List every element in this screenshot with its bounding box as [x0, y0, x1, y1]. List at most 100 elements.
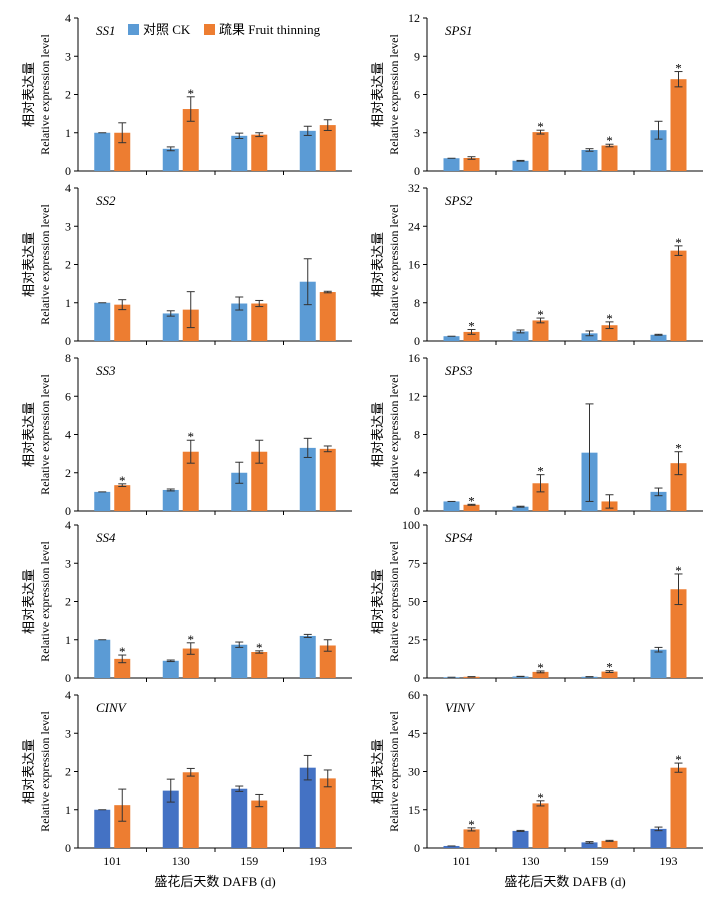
y-tick-label: 4 — [414, 466, 420, 480]
legend-swatch-thinning — [204, 24, 215, 35]
y-tick-label: 4 — [65, 428, 71, 442]
y-tick-label: 8 — [65, 351, 71, 365]
y-tick-label: 4 — [65, 11, 71, 25]
bar-ck-159 — [581, 149, 598, 171]
significance-mark: * — [537, 119, 544, 134]
bar-thinning-101 — [463, 504, 480, 511]
bar-thinning-193 — [319, 125, 336, 171]
panel-sps3: 0 4 8 12 16 相对表达量 Relative expression level SPS… — [370, 351, 703, 518]
bar-thinning-193 — [670, 250, 687, 341]
x-axis-label: 盛花后天数 DAFB (d) — [504, 874, 625, 889]
bar-thinning-159 — [251, 303, 268, 341]
y-axis-label-cn: 相对表达量 — [370, 232, 385, 297]
significance-mark: * — [606, 660, 613, 675]
significance-mark: * — [675, 441, 682, 456]
significance-mark: * — [537, 660, 544, 675]
bar-thinning-193 — [670, 79, 687, 171]
y-tick-label: 3 — [65, 556, 71, 570]
y-tick-label: 4 — [65, 688, 71, 702]
bar-thinning-101 — [463, 829, 480, 848]
bar-ck-130 — [512, 676, 529, 678]
panel-cinv: 0 1 2 3 4 相对表达量 Relative expression level CINV 1… — [21, 688, 352, 889]
y-tick-label: 2 — [65, 88, 71, 102]
y-tick-label: 24 — [408, 219, 420, 233]
bar-ck-159 — [581, 333, 598, 341]
y-tick-label: 1 — [65, 126, 71, 140]
y-tick-label: 0 — [414, 334, 420, 348]
bar-thinning-193 — [670, 767, 687, 848]
y-axis-label-en: Relative expression level — [387, 711, 401, 832]
y-tick-label: 9 — [414, 49, 420, 63]
bar-thinning-193 — [670, 589, 687, 678]
panel-ss1: 0 1 2 3 4 相对表达量 Relative expression level SS1 * 对… — [21, 11, 352, 178]
bar-thinning-193 — [319, 645, 336, 678]
legend-swatch-ck — [128, 24, 139, 35]
y-tick-label: 60 — [408, 688, 420, 702]
bar-thinning-101 — [114, 658, 131, 678]
y-tick-label: 2 — [65, 258, 71, 272]
gene-label: SS2 — [96, 193, 116, 208]
y-tick-label: 1 — [65, 633, 71, 647]
bar-thinning-130 — [532, 671, 549, 678]
y-axis-label-en: Relative expression level — [387, 541, 401, 662]
y-tick-label: 0 — [414, 504, 420, 518]
y-tick-label: 12 — [408, 11, 420, 25]
y-tick-label: 3 — [65, 49, 71, 63]
bar-ck-130 — [512, 830, 529, 848]
gene-label: SPS1 — [445, 23, 472, 38]
y-tick-label: 32 — [408, 181, 420, 195]
significance-mark: * — [188, 632, 195, 647]
panel-vinv: 0 15 30 45 60 相对表达量 Relative expression level V… — [370, 688, 703, 889]
panel-ss4: 0 1 2 3 4 相对表达量 Relative expression level SS4 * *… — [21, 518, 352, 685]
bar-ck-193 — [299, 130, 316, 171]
y-tick-label: 16 — [408, 351, 420, 365]
y-tick-label: 1 — [65, 296, 71, 310]
significance-mark: * — [675, 752, 682, 767]
significance-mark: * — [606, 133, 613, 148]
gene-label: SS1 — [96, 23, 116, 38]
bar-ck-193 — [299, 767, 316, 848]
significance-mark: * — [256, 640, 263, 655]
bar-thinning-101 — [114, 304, 131, 341]
y-axis-label-en: Relative expression level — [38, 204, 52, 325]
panel-ss2: 0 1 2 3 4 相对表达量 Relative expression level SS2 — [21, 181, 352, 348]
bar-ck-130 — [162, 790, 179, 848]
bar-thinning-101 — [114, 805, 131, 848]
y-tick-label: 12 — [408, 389, 420, 403]
y-axis-label-cn: 相对表达量 — [370, 569, 385, 634]
bar-thinning-101 — [463, 331, 480, 341]
y-tick-label: 1 — [65, 803, 71, 817]
significance-mark: * — [468, 817, 475, 832]
y-tick-label: 0 — [65, 164, 71, 178]
gene-label: SPS2 — [445, 193, 473, 208]
bar-thinning-159 — [601, 325, 618, 341]
y-tick-label: 2 — [65, 466, 71, 480]
y-tick-label: 0 — [65, 841, 71, 855]
y-tick-label: 8 — [414, 296, 420, 310]
gene-label: SS3 — [96, 363, 116, 378]
y-tick-label: 25 — [408, 633, 420, 647]
bar-ck-159 — [231, 303, 248, 341]
y-axis-label-en: Relative expression level — [387, 34, 401, 155]
y-axis-label-en: Relative expression level — [38, 541, 52, 662]
x-tick-label: 159 — [591, 854, 609, 868]
bar-ck-159 — [231, 644, 248, 678]
y-tick-label: 6 — [414, 88, 420, 102]
bar-ck-101 — [443, 158, 460, 171]
y-tick-label: 100 — [402, 518, 420, 532]
y-axis-label-cn: 相对表达量 — [21, 569, 36, 634]
bar-ck-193 — [650, 130, 667, 171]
y-tick-label: 30 — [408, 765, 420, 779]
bar-ck-130 — [512, 506, 529, 511]
y-axis-label-en: Relative expression level — [387, 204, 401, 325]
bar-thinning-101 — [114, 485, 131, 511]
x-tick-label: 101 — [103, 854, 121, 868]
y-tick-label: 8 — [414, 428, 420, 442]
bar-ck-101 — [443, 501, 460, 511]
bar-thinning-193 — [319, 448, 336, 511]
bar-ck-193 — [299, 635, 316, 678]
bar-ck-193 — [299, 281, 316, 341]
y-axis-label-cn: 相对表达量 — [370, 62, 385, 127]
bar-thinning-159 — [251, 651, 268, 678]
